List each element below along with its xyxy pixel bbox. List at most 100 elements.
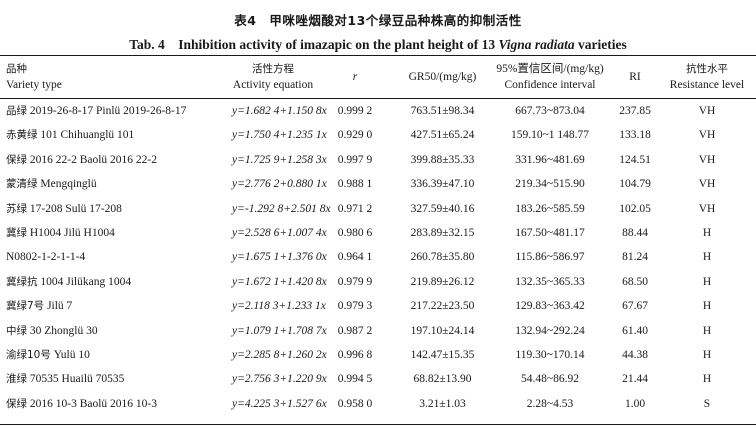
cell-gr50: 142.47±15.35 — [410, 349, 475, 361]
table-row: 渝绿10号 Yulü 10 y=2.285 8+1.260 2x 0.996 8 14… — [0, 345, 756, 365]
cell-r: 0.964 1 — [337, 251, 373, 264]
cell-variety: 苏绿 17-208 Sulü 17-208 — [6, 199, 122, 219]
cell-ri: 67.67 — [622, 300, 648, 313]
cell-gr50: 327.59±40.16 — [410, 202, 475, 215]
header-ri-label: RI — [629, 71, 641, 83]
cell-variety: 保绿 2016 22-2 Baolü 2016 22-2 — [6, 150, 157, 170]
header-ci-cn: 95%置信区间/(mg/kg) — [496, 63, 604, 75]
cell-variety-en: 2016 22-2 Baolü 2016 22-2 — [29, 153, 158, 166]
cell-equation: y=2.756 3+1.220 9x — [232, 373, 327, 386]
cell-variety: N0802-1-2-1-1-4 — [6, 247, 85, 267]
header-rule — [0, 98, 756, 99]
cell-level: VH — [698, 129, 716, 142]
header-equation: 活性方程 Activity equation — [218, 61, 328, 93]
cell-level: H — [702, 349, 712, 361]
cell-gr50: 399.88±35.33 — [410, 153, 475, 166]
table-row: 冀绿抗 1004 Jilükang 1004 y=1.672 1+1.420 8x… — [0, 272, 756, 292]
cell-gr50: 68.82±13.90 — [413, 373, 472, 386]
cell-variety: 蒙清绿 Mengqinglü — [6, 174, 97, 194]
top-rule — [0, 55, 756, 57]
cell-variety-en: 30 Zhonglü 30 — [29, 324, 98, 337]
cell-variety-cn: 淮绿 — [6, 373, 27, 386]
cell-ri: 44.38 — [622, 349, 648, 361]
cell-variety-cn: 冀绿 — [6, 227, 27, 239]
cell-gr50: 427.51±65.24 — [410, 129, 475, 142]
cell-variety: 渝绿10号 Yulü 10 — [6, 345, 90, 365]
header-variety-en: Variety type — [6, 79, 62, 91]
cell-variety-en: 2019-26-8-17 Pinlü 2019-26-8-17 — [29, 105, 187, 117]
cell-ci: 667.73~873.04 — [515, 105, 585, 117]
cell-equation: y=4.225 3+1.527 6x — [232, 397, 327, 410]
header-level: 抗性水平 Resistance level — [662, 61, 752, 93]
cell-ci: 119.30~170.14 — [515, 349, 585, 361]
cell-variety: 赤黄绿 101 Chihuanglü 101 — [6, 125, 134, 145]
cell-r: 0.997 9 — [337, 153, 373, 166]
cell-variety-cn: 保绿 — [6, 153, 27, 166]
table-row: 保绿 2016 22-2 Baolü 2016 22-2 y=1.725 9+1.… — [0, 150, 756, 170]
cell-equation: y=1.750 4+1.235 1x — [232, 129, 327, 142]
cell-variety: 品绿 2019-26-8-17 Pinlü 2019-26-8-17 — [6, 101, 186, 121]
cell-ci: 2.28~4.53 — [526, 397, 574, 410]
cell-variety: 保绿 2016 10-3 Baolü 2016 10-3 — [6, 394, 157, 414]
cell-variety: 冀绿7号 Jilü 7 — [6, 296, 72, 316]
cell-r: 0.929 0 — [337, 129, 373, 142]
cell-level: VH — [698, 178, 716, 191]
cell-variety: 冀绿 H1004 Jilü H1004 — [6, 223, 115, 243]
cell-r: 0.979 3 — [337, 300, 373, 313]
cell-ri: 88.44 — [622, 227, 648, 239]
bottom-rule — [0, 424, 756, 426]
cell-variety-en: N0802-1-2-1-1-4 — [6, 251, 86, 264]
caption-en-species: Vigna radiata — [498, 37, 575, 52]
table-row: 中绿 30 Zhonglü 30 y=1.079 1+1.708 7x 0.987 … — [0, 321, 756, 341]
cell-ri: 61.40 — [622, 324, 648, 337]
cell-variety-cn: 赤黄绿 — [6, 129, 38, 142]
cell-variety-en: 17-208 Sulü 17-208 — [29, 202, 122, 215]
table-row: 保绿 2016 10-3 Baolü 2016 10-3 y=4.225 3+1.… — [0, 394, 756, 414]
cell-ri: 21.44 — [622, 373, 648, 386]
cell-equation: y=2.776 2+0.880 1x — [232, 178, 327, 191]
cell-variety-cn: 品绿 — [6, 105, 27, 117]
cell-variety-en: 70535 Huailü 70535 — [29, 373, 125, 386]
cell-level: VH — [698, 202, 716, 215]
cell-equation: y=1.672 1+1.420 8x — [232, 275, 327, 288]
cell-ci: 219.34~515.90 — [515, 178, 585, 191]
cell-gr50: 283.89±32.15 — [410, 227, 475, 239]
cell-ci: 132.94~292.24 — [515, 324, 585, 337]
cell-variety-en: 1004 Jilükang 1004 — [40, 275, 132, 288]
cell-variety-en: Mengqinglü — [40, 178, 97, 191]
cell-variety-cn: 中绿 — [6, 324, 27, 337]
cell-gr50: 197.10±24.14 — [410, 324, 475, 337]
cell-level: VH — [698, 153, 716, 166]
cell-equation: y=1.725 9+1.258 3x — [232, 153, 327, 166]
header-variety: 品种 Variety type — [6, 61, 62, 93]
cell-gr50: 336.39±47.10 — [410, 178, 475, 191]
cell-variety-en: Jilü 7 — [47, 300, 73, 313]
header-level-cn: 抗性水平 — [686, 63, 728, 75]
cell-gr50: 217.22±23.50 — [410, 300, 475, 313]
cell-variety-cn: 冀绿7号 — [6, 300, 45, 313]
header-ri: RI — [612, 69, 658, 85]
header-equation-en: Activity equation — [232, 79, 314, 91]
cell-ci: 54.48~86.92 — [521, 373, 579, 386]
cell-variety-en: 101 Chihuanglü 101 — [40, 129, 135, 142]
cell-level: VH — [698, 105, 716, 117]
cell-level: H — [702, 373, 712, 386]
cell-ri: 102.05 — [619, 202, 651, 215]
cell-equation: y=-1.292 8+2.501 8x — [232, 202, 331, 215]
table-row: 苏绿 17-208 Sulü 17-208 y=-1.292 8+2.501 8x… — [0, 199, 756, 219]
header-variety-cn: 品种 — [6, 63, 27, 75]
header-level-en: Resistance level — [669, 79, 745, 91]
cell-variety-cn: 冀绿抗 — [6, 275, 38, 288]
cell-ci: 132.35~365.33 — [515, 275, 585, 288]
cell-variety-en: Yulü 10 — [53, 349, 90, 361]
cell-variety-cn: 渝绿10号 — [6, 349, 51, 361]
cell-r: 0.999 2 — [337, 105, 373, 117]
header-ci: 95%置信区间/(mg/kg) Confidence interval — [490, 61, 610, 93]
table-caption-cn: 表4 甲咪唑烟酸对13个绿豆品种株高的抑制活性 — [234, 13, 522, 28]
header-gr50-label: GR50/(mg/kg) — [408, 71, 477, 83]
cell-variety: 冀绿抗 1004 Jilükang 1004 — [6, 272, 131, 292]
cell-ci: 331.96~481.69 — [515, 153, 585, 166]
cell-ri: 133.18 — [619, 129, 651, 142]
cell-equation: y=2.528 6+1.007 4x — [232, 227, 327, 239]
